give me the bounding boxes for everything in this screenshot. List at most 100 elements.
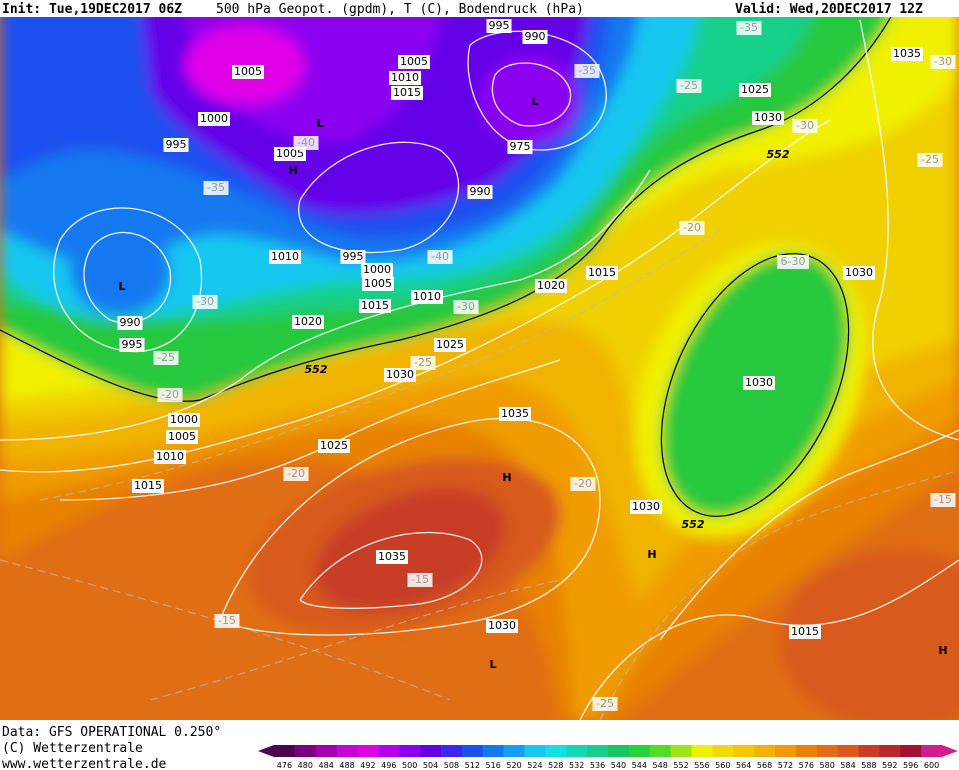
legend-tick-label: 484 (319, 761, 334, 770)
isobar-label-box (630, 500, 662, 514)
isotherm-label: -30 (934, 55, 952, 68)
legend-cell (566, 745, 588, 757)
isobar-label-box (163, 138, 189, 152)
isobar-label: 1030 (488, 619, 516, 632)
isobar-label-box (843, 266, 875, 280)
isobar-label: 1000 (200, 112, 228, 125)
legend-tick-label: 508 (444, 761, 459, 770)
legend-cell (608, 745, 630, 757)
legend-cell (545, 745, 567, 757)
isobar-label-box (274, 147, 306, 161)
isotherm-label-box (570, 477, 596, 491)
legend-tick-label: 512 (465, 761, 480, 770)
website: www.wetterzentrale.de (2, 757, 167, 770)
isobar-label-box (389, 71, 421, 85)
isobar-label-box (391, 86, 423, 100)
legend-tick-label: 552 (673, 761, 688, 770)
isobar-label-box (232, 65, 264, 79)
isotherm-label-box (192, 295, 218, 309)
isobar-label: 1020 (537, 279, 565, 292)
isobar-label-box (318, 439, 350, 453)
isobar-label: 990 (120, 316, 141, 329)
legend-cell (712, 745, 734, 757)
legend-tick-label: 588 (861, 761, 876, 770)
isotherm-label-box (283, 467, 309, 481)
pressure-center: L (531, 95, 538, 108)
isotherms (0, 229, 959, 720)
legend-tick-label: 520 (506, 761, 521, 770)
legend-tick-label: 524 (527, 761, 542, 770)
isotherm-label: -15 (411, 573, 429, 586)
isobar-label: 995 (343, 250, 364, 263)
isobar-label-box (434, 338, 466, 352)
isobar-label-box (362, 277, 394, 291)
legend-tick-label: 516 (486, 761, 501, 770)
isobar-label-box (411, 290, 443, 304)
isobar-label-box (535, 279, 567, 293)
isobar-label-box (166, 430, 198, 444)
legend-cell (461, 745, 484, 757)
color-legend: 476 480 484 488 492 496 500 504 508 512 516 520 524 5… (258, 745, 958, 770)
isobar-label: 1030 (754, 111, 782, 124)
isobar-label-box (340, 250, 366, 264)
legend-tick-label: 576 (799, 761, 814, 770)
isotherm-label-box (792, 119, 818, 133)
isobar-label: 1005 (364, 277, 392, 290)
isotherm-label-box (407, 573, 433, 587)
legend-cell (315, 745, 338, 757)
isotherm-label: -25 (921, 153, 939, 166)
legend-cell (816, 745, 839, 757)
legend-cell (587, 745, 609, 757)
legend-tick-label: 564 (736, 761, 751, 770)
isobar-label: 1015 (361, 299, 389, 312)
pressure-center: L (316, 117, 323, 130)
pressure-center: L (118, 280, 125, 293)
map-labels: 10051000995L1005-40H-35L990995-30-25-201… (117, 19, 956, 711)
map-field (0, 17, 959, 720)
isobar-label-box (376, 550, 408, 564)
legend-cell (837, 745, 859, 757)
pressure-center: H (938, 644, 947, 657)
init-time: Init: Tue,19DEC2017 06Z (2, 2, 182, 17)
isobar-label: 1005 (234, 65, 262, 78)
isotherm-label-box (736, 21, 762, 35)
isotherm-label-box (592, 697, 618, 711)
isotherm-label-box (203, 181, 229, 195)
pressure-center: H (502, 471, 511, 484)
isotherm-label: -20 (683, 221, 701, 234)
isobar-label-box (292, 315, 324, 329)
data-source: Data: GFS OPERATIONAL 0.250° (2, 725, 221, 740)
isobar-label: 1035 (501, 407, 529, 420)
isobars (0, 19, 959, 720)
isobar-label-box (117, 316, 143, 330)
isobar-label: 1005 (276, 147, 304, 160)
legend-cell (482, 745, 505, 757)
isotherm-label-box (427, 250, 453, 264)
legend-cell (441, 745, 463, 757)
legend-tick-label: 536 (590, 761, 605, 770)
legend-tick-label: 584 (840, 761, 855, 770)
legend-cell (733, 745, 755, 757)
legend-tick-label: 504 (423, 761, 438, 770)
isobar-label: 1015 (134, 479, 162, 492)
isotherm-label: -15 (934, 493, 952, 506)
legend-arrow-left (258, 745, 274, 757)
isobar-label: 1030 (632, 500, 660, 513)
isobar-label-box (168, 413, 200, 427)
isotherm-label: -15 (218, 614, 236, 627)
isotherm-label-box (410, 356, 436, 370)
isobar-label-box (486, 19, 512, 33)
isotherm-label-box (676, 79, 702, 93)
legend-tick-label: 600 (924, 761, 939, 770)
isobar-label-box (384, 368, 416, 382)
isobar-label: 995 (489, 19, 510, 32)
legend-cell (670, 745, 692, 757)
isobar-label: 1035 (893, 47, 921, 60)
legend-cell (921, 745, 943, 757)
isobar-label: 1025 (320, 439, 348, 452)
legend-cell (649, 745, 672, 757)
isotherm-label: -40 (297, 136, 315, 149)
isobar-label: 1020 (294, 315, 322, 328)
legend-tick-label: 592 (882, 761, 897, 770)
